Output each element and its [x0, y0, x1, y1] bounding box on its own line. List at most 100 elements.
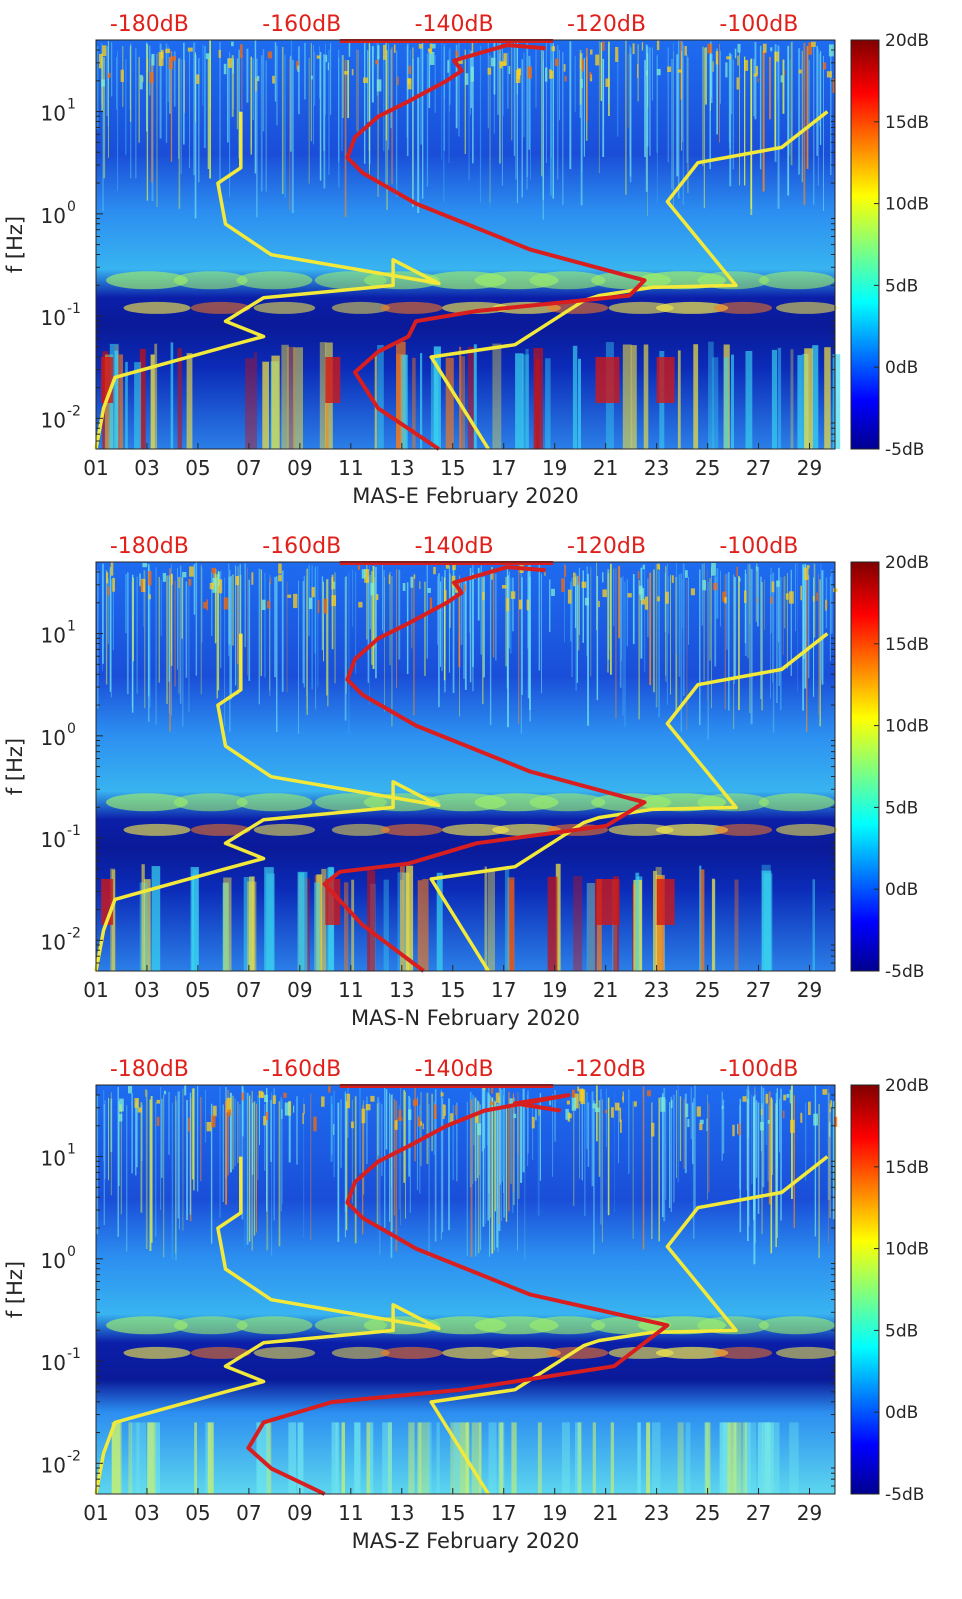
heatmap-streak	[409, 49, 411, 102]
heatmap-blob	[714, 1346, 773, 1359]
top-axis-tick-label: -120dB	[567, 534, 646, 559]
heatmap-streak	[325, 44, 326, 116]
heatmap-streak	[579, 49, 582, 105]
heatmap-column	[170, 342, 174, 449]
heatmap-blob	[190, 1346, 251, 1359]
heatmap-streak	[110, 1092, 112, 1196]
heatmap-streak	[241, 1086, 244, 1137]
heatmap-streak	[596, 575, 599, 701]
y-tick-exponent: 1	[67, 619, 76, 635]
heatmap-column	[804, 348, 813, 449]
heatmap-streak	[726, 573, 728, 650]
heatmap-column	[459, 346, 462, 449]
heatmap-streak	[493, 1100, 495, 1251]
heatmap-cell	[641, 599, 645, 605]
heatmap-streak	[278, 1101, 281, 1247]
heatmap-streak	[254, 40, 257, 174]
heatmap-streak	[828, 1086, 829, 1244]
heatmap-cell	[128, 1086, 133, 1094]
heatmap-streak	[441, 576, 443, 671]
x-tick-label: 03	[134, 456, 159, 480]
heatmap-streak	[408, 1095, 410, 1177]
heatmap-streak	[806, 576, 808, 732]
colorbar-tick-label: 0dB	[885, 358, 918, 378]
heatmap-streak	[298, 46, 300, 115]
heatmap-column	[507, 877, 515, 971]
heatmap-cell	[535, 1108, 537, 1121]
heatmap-cell	[551, 588, 555, 596]
heatmap-streak	[434, 1089, 437, 1242]
heatmap-streak	[108, 41, 109, 158]
heatmap-streak	[366, 563, 368, 640]
heatmap-cell	[112, 578, 115, 592]
heatmap-streak	[449, 58, 450, 112]
heatmap-streak	[248, 579, 251, 681]
heatmap-streak	[682, 44, 684, 205]
heatmap-cell	[725, 62, 728, 78]
heatmap-cell	[139, 573, 141, 587]
heatmap-streak	[163, 1094, 165, 1258]
heatmap-cell	[715, 51, 719, 65]
heatmap-cell	[762, 43, 767, 53]
x-axis-label: MAS-N February 2020	[351, 1006, 580, 1030]
heatmap-streak	[666, 563, 668, 705]
heatmap-streak	[562, 52, 564, 205]
x-tick-label: 15	[440, 978, 465, 1002]
heatmap-streak	[646, 46, 649, 147]
heatmap-streak	[169, 56, 171, 114]
heatmap-streak	[188, 579, 190, 712]
heatmap-streak	[103, 1104, 105, 1225]
heatmap-streak	[102, 57, 104, 212]
heatmap-streak	[417, 57, 420, 213]
heatmap-streak	[749, 565, 751, 624]
heatmap-streak	[138, 57, 140, 143]
heatmap-streak	[367, 576, 369, 683]
heatmap-cell	[581, 581, 587, 588]
heatmap-cell	[375, 594, 379, 601]
heatmap-streak	[338, 57, 340, 188]
heatmap-streak	[198, 58, 200, 183]
heatmap-column	[281, 344, 289, 449]
heatmap-streak	[479, 45, 482, 203]
heatmap-blob	[173, 793, 248, 812]
heatmap-streak	[419, 1104, 421, 1194]
heatmap-cell	[579, 53, 582, 69]
x-tick-label: 15	[440, 456, 465, 480]
heatmap-blob	[714, 823, 773, 836]
colorbar-tick-label: 20dB	[885, 553, 929, 573]
heatmap-cell	[255, 77, 257, 92]
heatmap-cell	[667, 66, 671, 72]
heatmap-streak	[306, 568, 308, 715]
heatmap-cell	[770, 47, 773, 52]
heatmap-streak	[170, 51, 173, 162]
heatmap-streak	[296, 1096, 298, 1165]
x-tick-label: 09	[287, 456, 312, 480]
heatmap-cell	[699, 1123, 703, 1131]
heatmap-cell	[651, 1122, 655, 1137]
heatmap-column	[471, 1422, 479, 1494]
heatmap-blob	[529, 1316, 606, 1335]
heatmap-blob	[655, 823, 729, 836]
colorbar-tick-label: 5dB	[885, 1321, 918, 1341]
heatmap-streak	[806, 45, 809, 169]
heatmap-column	[417, 880, 423, 971]
heatmap-streak	[448, 1098, 450, 1231]
heatmap-cell	[665, 591, 669, 604]
heatmap-streak	[112, 576, 114, 650]
heatmap-cell	[811, 41, 816, 47]
heatmap-streak	[501, 47, 503, 186]
x-tick-label: 21	[593, 978, 618, 1002]
heatmap-column	[382, 1422, 392, 1494]
heatmap-column	[243, 877, 253, 971]
heatmap-streak	[426, 1092, 429, 1164]
heatmap-cell	[278, 574, 282, 582]
heatmap-streak	[289, 57, 291, 210]
heatmap-cell	[206, 599, 208, 611]
x-tick-label: 19	[542, 456, 567, 480]
series-line-mas-z-spectrum	[246, 1093, 670, 1496]
heatmap-column	[453, 1422, 460, 1494]
heatmap-column	[190, 867, 199, 971]
heatmap-streak	[651, 1102, 653, 1240]
heatmap-streak	[762, 1087, 765, 1188]
heatmap-cell	[503, 53, 507, 66]
